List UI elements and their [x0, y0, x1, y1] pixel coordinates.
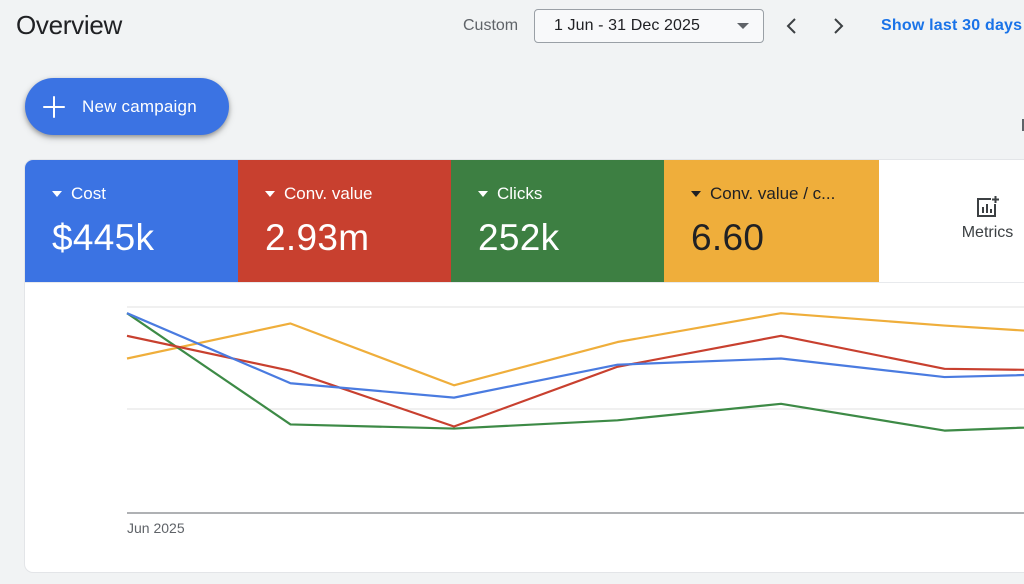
next-period-button[interactable] — [824, 12, 852, 40]
performance-card: Cost $445k Conv. value 2.93m Clicks 252k… — [25, 160, 1024, 572]
previous-period-button[interactable] — [778, 12, 806, 40]
metric-value: $445k — [52, 217, 155, 258]
chevron-left-icon — [786, 18, 796, 34]
metrics-button[interactable]: Metrics — [880, 160, 1024, 282]
date-range-picker[interactable]: 1 Jun - 31 Dec 2025 — [534, 9, 764, 43]
metric-value: 252k — [478, 217, 560, 258]
bar-chart-add-icon — [976, 195, 1000, 217]
series-line-clicks — [126, 312, 1024, 432]
metric-value: 2.93m — [265, 217, 370, 258]
metric-value: 6.60 — [691, 217, 765, 258]
toolbar-divider — [1022, 119, 1024, 131]
caret-down-icon — [52, 191, 62, 197]
caret-down-icon — [691, 191, 701, 197]
show-last-30-days-link[interactable]: Show last 30 days — [881, 17, 1023, 34]
plus-icon — [43, 95, 65, 118]
series-line-conv-value — [126, 334, 1024, 428]
performance-chart: Jun 2025 — [25, 283, 1024, 572]
chevron-down-icon — [737, 23, 749, 29]
metric-tile-conv-value[interactable]: Conv. value 2.93m — [238, 160, 451, 282]
metric-label: Conv. value / c... — [710, 184, 836, 203]
caret-down-icon — [478, 191, 488, 197]
page-title: Overview — [16, 10, 122, 40]
caret-down-icon — [265, 191, 275, 197]
metric-tile-conv-value-per-cost[interactable]: Conv. value / c... 6.60 — [664, 160, 879, 282]
metric-tile-cost[interactable]: Cost $445k — [25, 160, 238, 282]
metrics-button-label: Metrics — [961, 224, 1014, 241]
new-campaign-button[interactable]: New campaign — [25, 78, 229, 135]
new-campaign-label: New campaign — [82, 96, 197, 116]
metric-label: Conv. value — [284, 184, 373, 203]
metric-label: Clicks — [497, 184, 543, 203]
tiles-divider — [25, 282, 1024, 283]
range-type-label: Custom — [463, 17, 519, 34]
metric-tiles: Cost $445k Conv. value 2.93m Clicks 252k… — [25, 160, 879, 282]
line-chart — [126, 306, 1024, 514]
x-axis-tick-label: Jun 2025 — [127, 520, 185, 536]
chevron-right-icon — [834, 18, 844, 34]
metric-tile-clicks[interactable]: Clicks 252k — [451, 160, 664, 282]
metric-label: Cost — [71, 184, 106, 203]
series-line-conv-value-c — [126, 312, 1024, 387]
series-line-cost — [126, 312, 1024, 399]
date-range-value: 1 Jun - 31 Dec 2025 — [554, 17, 700, 34]
